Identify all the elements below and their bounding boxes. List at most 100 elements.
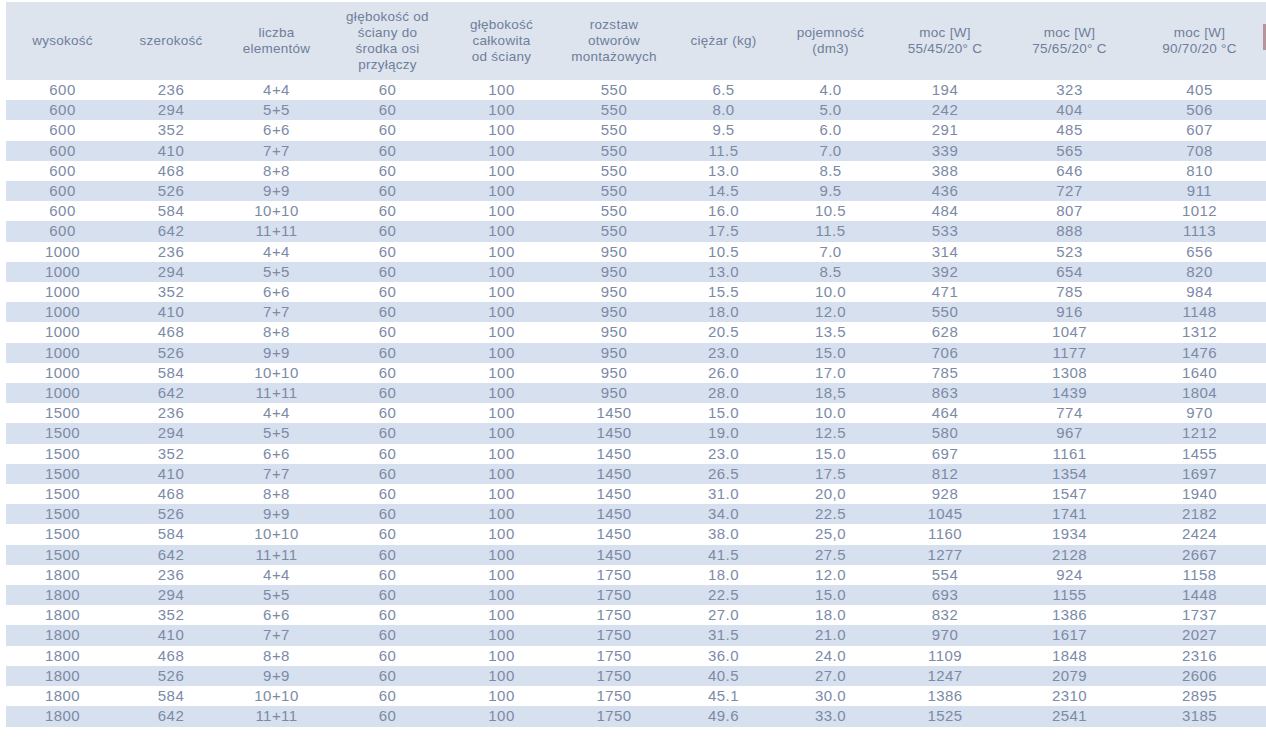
cell-wysokosc: 1500 [6,545,119,565]
cell-moc-90-70-20: 1312 [1133,322,1266,342]
cell-moc-55-45-20: 832 [884,605,1006,625]
cell-glebokosc-od-sciany: 60 [330,625,445,645]
cell-glebokosc-calkowita: 100 [445,262,558,282]
cell-moc-75-65-20: 323 [1006,80,1133,100]
cell-pojemnosc: 30.0 [777,686,884,706]
cell-moc-75-65-20: 1354 [1006,464,1133,484]
cell-wysokosc: 1000 [6,282,119,302]
table-row: 180064211+1160100175049.633.015252541318… [6,706,1266,726]
cell-moc-90-70-20: 506 [1133,100,1266,120]
cell-glebokosc-calkowita: 100 [445,161,558,181]
cell-glebokosc-od-sciany: 60 [330,605,445,625]
cell-pojemnosc: 10.5 [777,201,884,221]
cell-glebokosc-calkowita: 100 [445,524,558,544]
cell-rozstaw-otworow: 950 [558,343,670,363]
cell-moc-75-65-20: 1934 [1006,524,1133,544]
cell-glebokosc-calkowita: 100 [445,464,558,484]
cell-ciezar: 13.0 [670,161,777,181]
cell-moc-90-70-20: 820 [1133,262,1266,282]
cell-moc-55-45-20: 812 [884,464,1006,484]
cell-ciezar: 31.0 [670,484,777,504]
cell-ciezar: 26.0 [670,363,777,383]
cell-ciezar: 15.5 [670,282,777,302]
cell-glebokosc-od-sciany: 60 [330,383,445,403]
cell-moc-75-65-20: 1155 [1006,585,1133,605]
cell-glebokosc-od-sciany: 60 [330,484,445,504]
cell-glebokosc-calkowita: 100 [445,100,558,120]
table-row: 15004688+860100145031.020,092815471940 [6,484,1266,504]
cell-rozstaw-otworow: 950 [558,363,670,383]
cell-szerokosc: 642 [119,383,223,403]
cell-liczba-elementow: 5+5 [223,585,330,605]
table-row: 10002945+56010095013.08.5392654820 [6,262,1266,282]
cell-szerokosc: 642 [119,221,223,241]
cell-rozstaw-otworow: 950 [558,322,670,342]
cell-szerokosc: 526 [119,666,223,686]
cell-wysokosc: 1000 [6,242,119,262]
cell-ciezar: 49.6 [670,706,777,726]
cell-moc-55-45-20: 970 [884,625,1006,645]
cell-rozstaw-otworow: 1750 [558,605,670,625]
cell-glebokosc-calkowita: 100 [445,80,558,100]
table-row: 10002364+46010095010.57.0314523656 [6,242,1266,262]
cell-wysokosc: 1800 [6,686,119,706]
cell-glebokosc-od-sciany: 60 [330,282,445,302]
cell-moc-90-70-20: 2667 [1133,545,1266,565]
cell-glebokosc-calkowita: 100 [445,423,558,443]
cell-liczba-elementow: 8+8 [223,484,330,504]
cell-ciezar: 20.5 [670,322,777,342]
cell-ciezar: 17.5 [670,221,777,241]
cell-glebokosc-od-sciany: 60 [330,302,445,322]
cell-moc-75-65-20: 924 [1006,565,1133,585]
cell-liczba-elementow: 6+6 [223,282,330,302]
cell-glebokosc-od-sciany: 60 [330,585,445,605]
cell-szerokosc: 526 [119,343,223,363]
cell-ciezar: 45.1 [670,686,777,706]
cell-glebokosc-calkowita: 100 [445,585,558,605]
cell-pojemnosc: 8.5 [777,262,884,282]
cell-szerokosc: 584 [119,201,223,221]
cell-liczba-elementow: 4+4 [223,565,330,585]
cell-moc-75-65-20: 523 [1006,242,1133,262]
cell-wysokosc: 1500 [6,423,119,443]
cell-wysokosc: 1500 [6,403,119,423]
cell-moc-90-70-20: 1737 [1133,605,1266,625]
cell-pojemnosc: 13.5 [777,322,884,342]
cell-moc-90-70-20: 2027 [1133,625,1266,645]
table-row: 10003526+66010095015.510.0471785984 [6,282,1266,302]
cell-glebokosc-calkowita: 100 [445,545,558,565]
cell-pojemnosc: 6.0 [777,120,884,140]
cell-ciezar: 23.0 [670,343,777,363]
cell-ciezar: 38.0 [670,524,777,544]
cell-moc-55-45-20: 533 [884,221,1006,241]
header-row: wysokośćszerokośćliczba elementówgłęboko… [6,2,1266,80]
cell-moc-75-65-20: 888 [1006,221,1133,241]
cell-pojemnosc: 9.5 [777,181,884,201]
cell-moc-75-65-20: 404 [1006,100,1133,120]
cell-wysokosc: 1800 [6,646,119,666]
cell-moc-90-70-20: 1448 [1133,585,1266,605]
cell-moc-75-65-20: 1848 [1006,646,1133,666]
cell-moc-75-65-20: 1741 [1006,504,1133,524]
cell-glebokosc-od-sciany: 60 [330,646,445,666]
cell-glebokosc-calkowita: 100 [445,605,558,625]
cell-ciezar: 31.5 [670,625,777,645]
cell-moc-90-70-20: 984 [1133,282,1266,302]
cell-wysokosc: 1000 [6,262,119,282]
cell-moc-75-65-20: 1161 [1006,444,1133,464]
table-row: 15002945+560100145019.012.55809671212 [6,423,1266,443]
cell-moc-55-45-20: 436 [884,181,1006,201]
cell-liczba-elementow: 6+6 [223,605,330,625]
cell-glebokosc-od-sciany: 60 [330,706,445,726]
cell-rozstaw-otworow: 950 [558,262,670,282]
cell-rozstaw-otworow: 550 [558,141,670,161]
cell-wysokosc: 1800 [6,625,119,645]
cell-moc-90-70-20: 2182 [1133,504,1266,524]
column-header-wysokosc: wysokość [6,2,119,80]
cell-ciezar: 23.0 [670,444,777,464]
cell-szerokosc: 642 [119,706,223,726]
cell-liczba-elementow: 6+6 [223,444,330,464]
cell-moc-55-45-20: 693 [884,585,1006,605]
cell-moc-75-65-20: 727 [1006,181,1133,201]
cell-moc-90-70-20: 1212 [1133,423,1266,443]
